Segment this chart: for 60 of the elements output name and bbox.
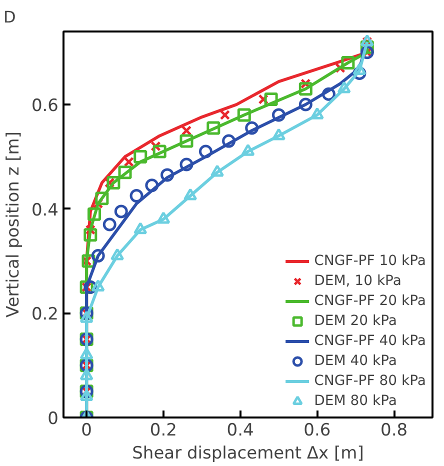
y-tick-label: 0.6 <box>31 96 59 116</box>
legend-label: DEM, 10 kPa <box>314 273 402 289</box>
point <box>160 168 174 182</box>
point <box>206 121 220 135</box>
point <box>210 164 224 177</box>
legend-label: DEM 40 kPa <box>314 353 397 369</box>
point <box>134 150 148 164</box>
legend-label: CNGF-PF 80 kPa <box>314 373 426 389</box>
point <box>156 212 170 224</box>
point <box>180 158 194 172</box>
point <box>352 63 366 76</box>
x-tick-label: 0.6 <box>304 420 331 440</box>
point <box>102 218 116 232</box>
point <box>91 279 105 292</box>
point <box>118 166 132 180</box>
point <box>134 222 148 234</box>
y-tick-label: 0.4 <box>31 200 59 220</box>
point <box>184 188 198 200</box>
point <box>91 249 105 263</box>
y-tick-label: 0.2 <box>31 304 59 325</box>
point <box>124 156 134 168</box>
legend-label: CNGF-PF 10 kPa <box>314 253 426 269</box>
y-axis-title: Vertical position z [m] <box>3 132 24 318</box>
legend-label: CNGF-PF 20 kPa <box>314 293 426 309</box>
x-tick-label: 0.4 <box>226 420 254 440</box>
point <box>181 125 192 136</box>
point <box>110 248 124 260</box>
point <box>245 121 259 135</box>
point <box>114 204 128 218</box>
point <box>298 98 312 112</box>
point <box>84 228 98 242</box>
legend-label: DEM 20 kPa <box>314 313 397 329</box>
point <box>95 192 109 206</box>
point <box>130 189 144 203</box>
x-tick-label: 0.2 <box>150 420 177 440</box>
point <box>198 144 212 158</box>
point <box>341 56 355 70</box>
point <box>272 128 286 140</box>
x-tick-label: 0 <box>81 420 92 440</box>
point <box>152 144 166 158</box>
point <box>106 176 120 190</box>
point <box>180 134 194 148</box>
point <box>145 178 159 192</box>
legend-label: CNGF-PF 40 kPa <box>314 333 426 349</box>
point <box>88 207 101 221</box>
point <box>264 92 278 106</box>
point <box>322 87 336 101</box>
x-tick-label: 0.8 <box>380 420 408 440</box>
point <box>80 347 94 360</box>
legend-label: DEM 80 kPa <box>314 393 397 409</box>
point <box>272 108 286 122</box>
point <box>222 134 236 148</box>
point <box>80 368 94 380</box>
point <box>220 110 230 120</box>
chart-title: D <box>4 8 16 26</box>
point <box>80 389 94 402</box>
point <box>237 108 251 122</box>
point <box>80 310 94 323</box>
point <box>298 82 312 96</box>
x-axis-title: Shear displacement Δx [m] <box>132 444 364 464</box>
